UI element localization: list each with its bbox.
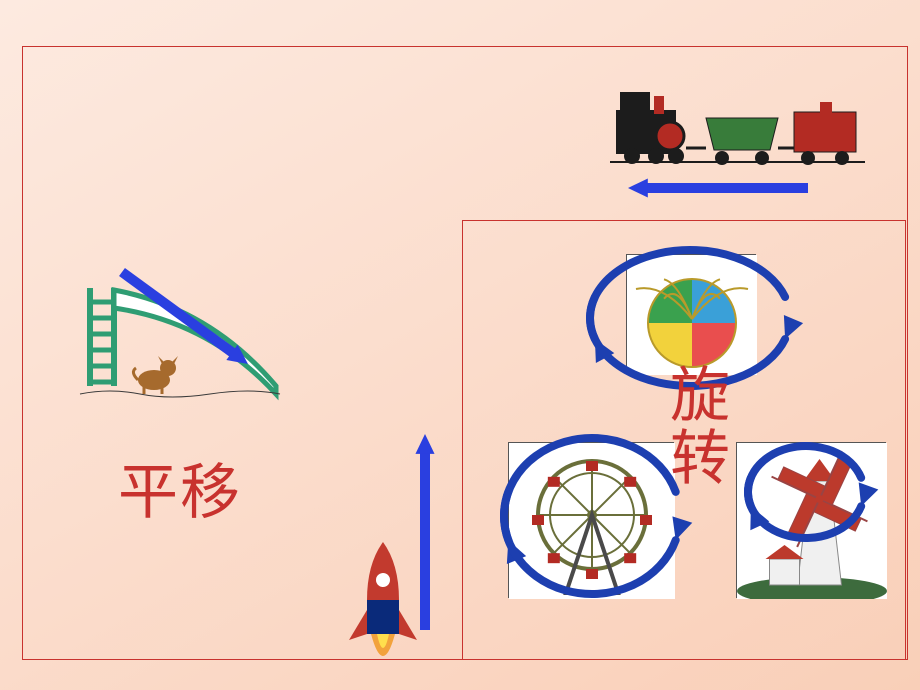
- windmill-rotation-arrow: [716, 402, 896, 582]
- translation-label: 平移: [118, 462, 242, 525]
- slide-motion-arrow: [100, 250, 270, 386]
- rocket-motion-arrow: [403, 412, 447, 652]
- rotation-label: 旋转: [670, 365, 730, 491]
- train-illustration: [610, 82, 865, 168]
- slide-canvas: 平移 旋转: [0, 0, 920, 690]
